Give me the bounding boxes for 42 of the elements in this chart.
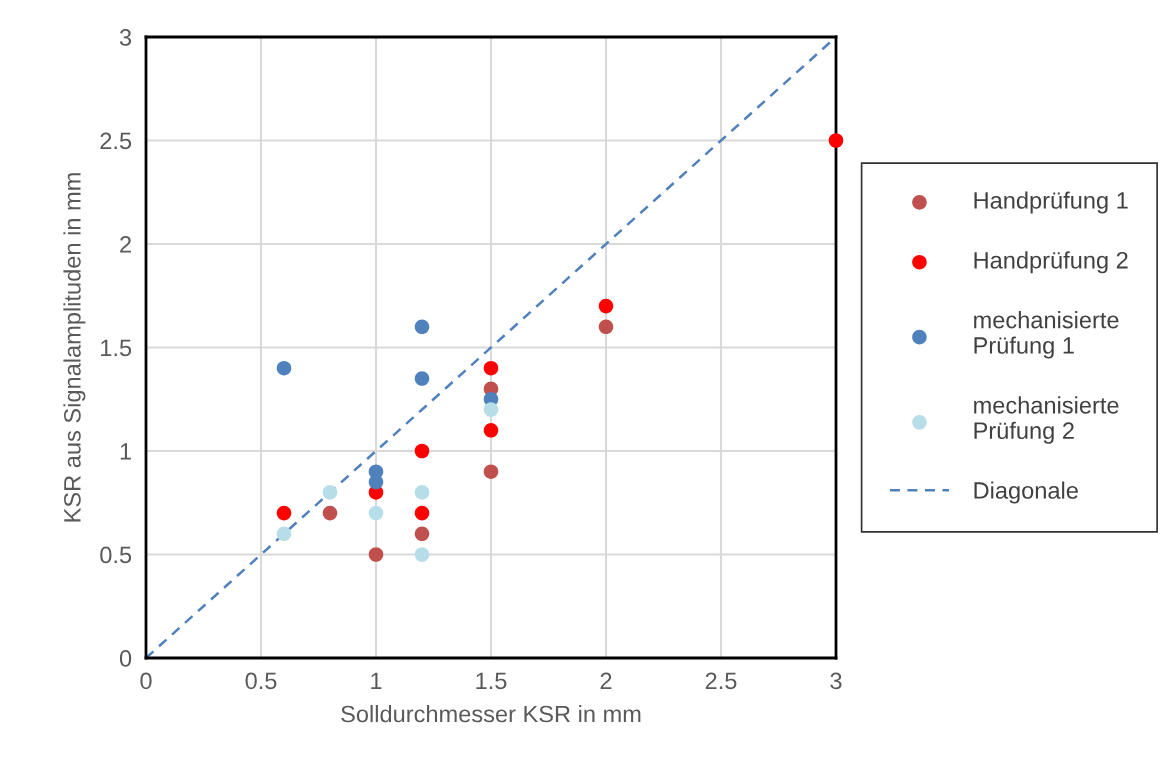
x-tick-label: 2 [600, 672, 612, 689]
point [276, 360, 292, 376]
point [483, 402, 499, 417]
point [414, 319, 430, 335]
point [598, 319, 614, 335]
y-tick-label: 1.5 [101, 339, 132, 357]
point [598, 298, 614, 314]
x-tick-label: 2.5 [705, 672, 737, 690]
y-tick-label: 3 [119, 29, 132, 46]
y-tick-label: 1 [120, 443, 131, 460]
legend-label: mechanisierte Prüfung 2 [974, 396, 1119, 444]
point [276, 526, 292, 542]
legend-label: Handprüfung 1 [974, 191, 1128, 214]
point [276, 505, 292, 521]
x-tick-label: 3 [830, 672, 842, 690]
y-tick-label: 2 [120, 236, 131, 253]
legend-label: Diagonale [974, 481, 1078, 504]
point [322, 485, 338, 500]
x-tick-label: 0 [140, 672, 152, 690]
x-tick-label: 1 [371, 672, 382, 689]
point [414, 526, 430, 542]
point [483, 423, 499, 438]
legend-label: Handprüfung 2 [974, 251, 1128, 274]
point [483, 464, 499, 479]
x-tick-label: 0.5 [245, 672, 277, 690]
point [828, 133, 844, 148]
point [414, 485, 430, 500]
point [322, 505, 338, 521]
point [414, 547, 430, 562]
y-tick-label: 2.5 [100, 132, 132, 150]
legend-label: mechanisierte Prüfung 1 [974, 311, 1119, 359]
x-tick-label: 1.5 [476, 672, 507, 690]
point [483, 360, 499, 376]
point [414, 443, 430, 459]
y-tick-label: 0.5 [100, 546, 132, 564]
point [368, 547, 384, 562]
y-tick-label: 0 [119, 650, 132, 667]
point [368, 505, 384, 521]
point [414, 371, 430, 386]
x-axis-title: Solldurchmesser KSR in mm [341, 705, 641, 723]
point [414, 505, 430, 521]
y-axis-title: KSR aus Signalamplituden in mm [63, 173, 86, 522]
